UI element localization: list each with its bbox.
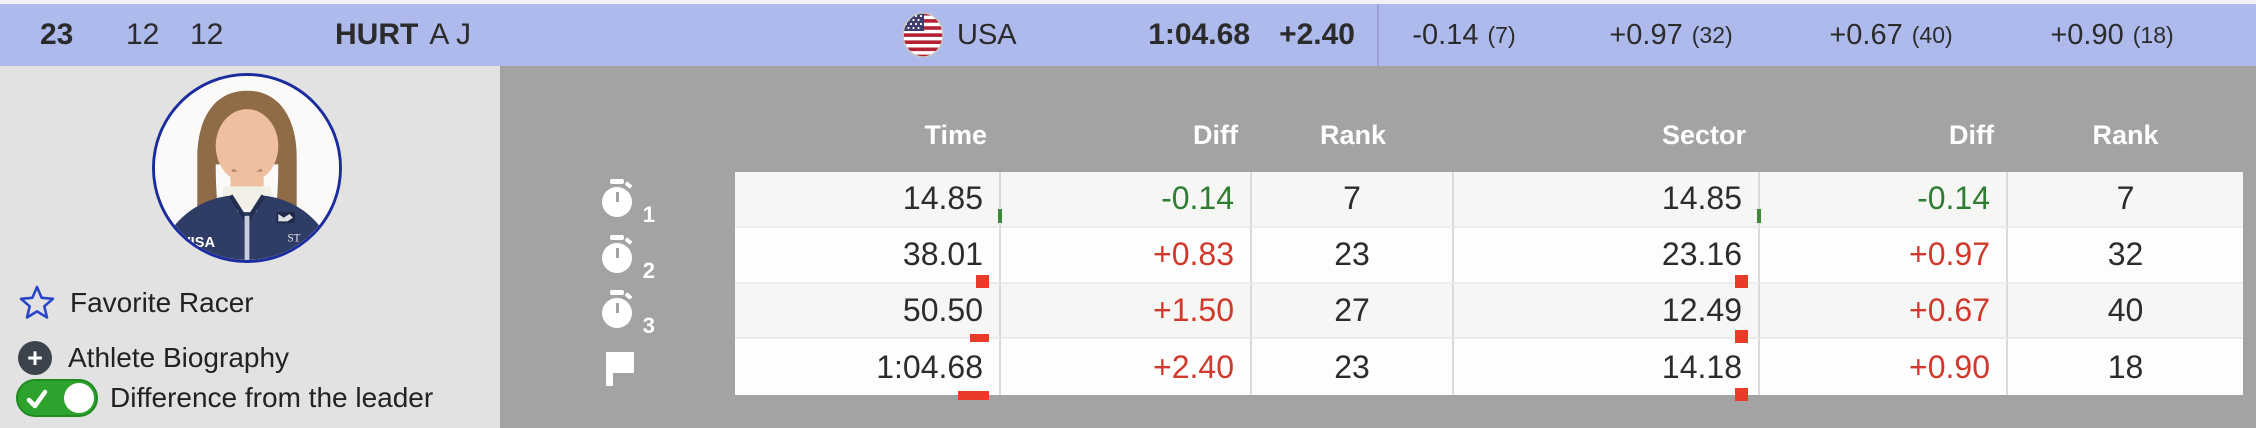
sector-summary-2: +0.97 (32) bbox=[1609, 4, 1732, 66]
splits-table-header: Time Diff Rank Sector Diff Rank bbox=[735, 112, 2243, 158]
sector-marker bbox=[1735, 274, 1748, 288]
svg-text:ST: ST bbox=[287, 233, 300, 245]
sector-rank-cell: 18 bbox=[2008, 339, 2243, 395]
racer-last-name: HURT bbox=[335, 18, 419, 51]
rank-cell: 7 bbox=[1252, 172, 1454, 228]
svg-text:VISA: VISA bbox=[181, 235, 216, 251]
stopwatch-2-icon: 2 bbox=[601, 228, 661, 284]
diff-cell: -0.14 bbox=[1001, 172, 1252, 228]
sector-marker bbox=[1735, 330, 1748, 344]
diff-cell: +2.40 bbox=[1001, 339, 1252, 395]
rank-number-2: 12 bbox=[190, 18, 224, 51]
sector-diff-cell: +0.90 bbox=[1760, 339, 2008, 395]
time-cell: 14.85 bbox=[735, 172, 1002, 228]
athlete-biography-button[interactable]: + Athlete Biography bbox=[18, 338, 289, 378]
bar-separator bbox=[1377, 4, 1379, 66]
sector-cell: 14.18 bbox=[1454, 339, 1760, 401]
racer-summary-bar[interactable]: 23 12 12 HURT A J bbox=[0, 4, 2256, 66]
athlete-biography-label: Athlete Biography bbox=[68, 342, 290, 373]
sector-diff: +0.67 bbox=[1829, 18, 1903, 51]
time-cell: 38.01 bbox=[735, 227, 1001, 288]
usa-flag-icon bbox=[902, 12, 944, 58]
stopwatch-1-icon: 1 bbox=[601, 172, 661, 228]
rank-cell: 23 bbox=[1252, 227, 1454, 284]
total-time: 1:04.68 bbox=[1148, 18, 1250, 51]
total-diff: +2.40 bbox=[1279, 18, 1355, 51]
sector-cell: 14.85 bbox=[1454, 172, 1761, 228]
split-icon-column: 1 2 3 bbox=[601, 172, 661, 395]
time-marker bbox=[998, 208, 1002, 223]
toggle-knob bbox=[64, 383, 94, 413]
header-diff: Diff bbox=[1193, 119, 1238, 150]
plus-icon: + bbox=[18, 341, 52, 375]
header-sector-diff: Diff bbox=[1949, 119, 1994, 150]
racer-name: HURT A J bbox=[335, 4, 471, 66]
sector-summary-4: +0.90 (18) bbox=[2050, 4, 2173, 66]
country-block: USA bbox=[902, 4, 1017, 66]
racer-initials: A J bbox=[429, 18, 472, 51]
difference-toggle-switch[interactable] bbox=[16, 379, 98, 417]
diff-cell: +1.50 bbox=[1001, 283, 1252, 340]
sector-cell: 23.16 bbox=[1454, 227, 1760, 288]
sector-rank-cell: 40 bbox=[2008, 283, 2243, 340]
time-cell: 1:04.68 bbox=[735, 339, 1001, 400]
time-marker bbox=[958, 391, 989, 400]
split-number: 1 bbox=[642, 202, 655, 227]
check-icon bbox=[26, 389, 48, 409]
diff-cell: +0.83 bbox=[1001, 227, 1252, 284]
time-marker bbox=[970, 334, 989, 343]
rank-cell: 27 bbox=[1252, 283, 1454, 340]
header-time: Time bbox=[924, 119, 987, 150]
rank-cell: 23 bbox=[1252, 339, 1454, 395]
sector-summary-1: -0.14 (7) bbox=[1412, 4, 1515, 66]
sector-rank: (7) bbox=[1487, 21, 1516, 48]
stopwatch-3-icon: 3 bbox=[601, 283, 661, 339]
difference-toggle-row[interactable]: Difference from the leader bbox=[16, 377, 433, 419]
sector-diff: +0.90 bbox=[2050, 18, 2124, 51]
header-sector-rank: Rank bbox=[2092, 119, 2159, 150]
sector-marker bbox=[1735, 388, 1748, 401]
star-icon bbox=[19, 285, 55, 319]
header-sector: Sector bbox=[1661, 119, 1746, 150]
country-code: USA bbox=[957, 18, 1017, 51]
sector-diff-cell: +0.67 bbox=[1760, 283, 2008, 340]
sector-cell: 12.49 bbox=[1454, 283, 1760, 344]
sector-diff-cell: +0.97 bbox=[1760, 227, 2008, 284]
header-rank: Rank bbox=[1319, 119, 1387, 150]
time-marker bbox=[976, 274, 989, 288]
finish-flag-icon bbox=[601, 339, 661, 395]
difference-toggle-label: Difference from the leader bbox=[110, 382, 434, 413]
bib-number: 23 bbox=[40, 18, 74, 51]
time-cell: 50.50 bbox=[735, 283, 1001, 343]
sector-marker bbox=[1757, 208, 1761, 223]
sector-diff-cell: -0.14 bbox=[1760, 172, 2008, 228]
athlete-photo: VISA ST bbox=[152, 73, 342, 263]
athlete-panel: VISA ST Favorite Racer + Athlete Biograp… bbox=[0, 66, 500, 428]
sector-rank: (32) bbox=[1691, 21, 1733, 48]
favorite-racer-button[interactable]: Favorite Racer bbox=[18, 283, 254, 323]
favorite-racer-label: Favorite Racer bbox=[70, 287, 254, 318]
sector-rank: (40) bbox=[1911, 21, 1953, 48]
sector-rank: (18) bbox=[2132, 21, 2174, 48]
sector-diff: -0.14 bbox=[1412, 18, 1479, 51]
top-strip bbox=[0, 0, 2256, 4]
sector-summary-3: +0.67 (40) bbox=[1829, 4, 1952, 66]
split-number: 3 bbox=[642, 313, 655, 338]
rank-number-1: 12 bbox=[126, 18, 160, 51]
splits-table: 14.85 -0.14 7 14.85 -0.14 7 38.01 +0.83 … bbox=[735, 172, 2243, 401]
sector-diff: +0.97 bbox=[1609, 18, 1683, 51]
sector-rank-cell: 32 bbox=[2008, 227, 2243, 284]
sector-rank-cell: 7 bbox=[2008, 172, 2243, 228]
split-number: 2 bbox=[642, 258, 655, 283]
